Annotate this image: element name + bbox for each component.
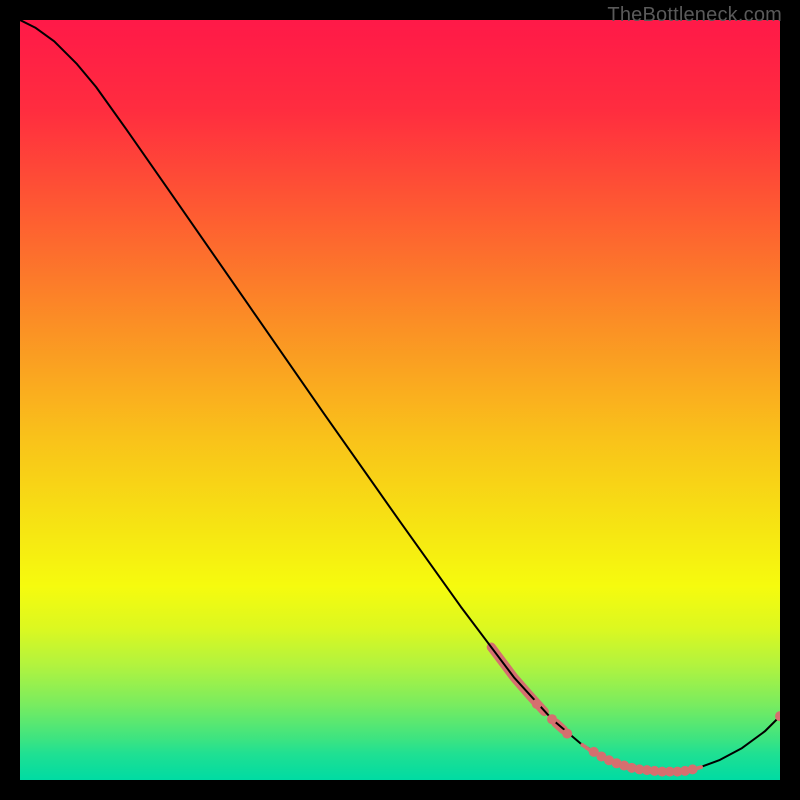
gradient-background xyxy=(20,20,780,780)
chart-svg xyxy=(20,20,780,780)
watermark-text: TheBottleneck.com xyxy=(607,4,782,27)
tiny-marker xyxy=(699,765,703,769)
data-marker xyxy=(562,729,572,739)
data-marker xyxy=(688,764,698,774)
bottleneck-chart xyxy=(20,20,780,780)
data-marker xyxy=(532,699,542,709)
data-marker xyxy=(547,714,557,724)
